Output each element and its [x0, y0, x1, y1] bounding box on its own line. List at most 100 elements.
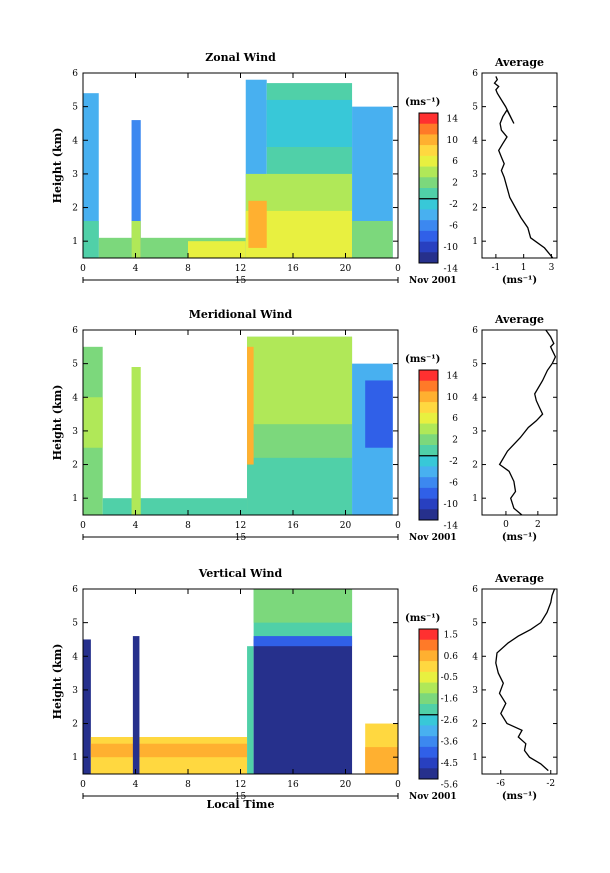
panel-title: Vertical Wind: [198, 567, 283, 580]
colorbar-swatch: [419, 370, 438, 382]
colorbar-swatch: [419, 704, 438, 716]
average-profile: Average 1 2 3 4 5 6 -1 1 3 (ms⁻¹): [472, 56, 558, 286]
x-tick-label: 0: [80, 264, 86, 274]
y-tick-label: 4: [72, 136, 78, 146]
colorbar: 14 10 6 2 -2 -6 -10 -14 (ms⁻¹): [405, 97, 458, 274]
average-profile-line: [493, 76, 554, 259]
heatmap-cell: [83, 397, 103, 448]
average-x-tick-label: 1: [521, 263, 527, 273]
y-tick-label: 1: [72, 753, 78, 763]
heatmap-cell: [83, 93, 99, 258]
colorbar: 1.5 0.6 -0.5 -1.6 -2.6 -3.6 -4.5 -5.6 (ms⁻¹): [405, 613, 458, 790]
average-x-tick-label: 3: [549, 263, 555, 273]
heatmap-cell: [83, 221, 99, 258]
colorbar-swatch: [419, 145, 438, 157]
colorbar-swatch: [419, 188, 438, 200]
colorbar-swatch: [419, 714, 438, 726]
average-y-tick-label: 4: [472, 652, 478, 662]
colorbar-unit: (ms⁻¹): [405, 613, 440, 624]
colorbar-frame: [418, 369, 439, 521]
heatmap-cell: [248, 200, 267, 248]
heatmap-cell: [253, 589, 353, 623]
y-tick-label: 5: [72, 360, 78, 370]
x-tick-label: 8: [185, 521, 191, 531]
colorbar-tick-label: -5.6: [441, 780, 459, 790]
colorbar-swatch: [419, 177, 438, 189]
colorbar-tick-label: -0.5: [441, 673, 459, 683]
colorbar: 14 10 6 2 -2 -6 -10 -14 (ms⁻¹): [405, 354, 458, 531]
colorbar-swatch: [419, 498, 438, 510]
colorbar-swatch: [419, 134, 438, 146]
average-y-tick-label: 4: [472, 393, 478, 403]
colorbar-swatch: [419, 671, 438, 683]
average-y-tick-label: 5: [472, 103, 478, 113]
y-tick-label: 1: [72, 494, 78, 504]
average-y-tick-label: 5: [472, 360, 478, 370]
x-tick-label: 16: [287, 521, 299, 531]
colorbar-swatch: [419, 682, 438, 694]
heatmap-cell: [131, 120, 141, 258]
average-profile: Average 1 2 3 4 5 6 0 2 (ms⁻¹): [472, 313, 558, 543]
colorbar-tick-label: 0.6: [444, 652, 459, 662]
x-tick-label: 0: [395, 521, 401, 531]
x-tick-label: 20: [340, 521, 352, 531]
colorbar-tick-label: -14: [444, 264, 459, 274]
x-tick-label: 0: [395, 264, 401, 274]
heatmap-cell: [247, 646, 254, 774]
y-tick-label: 1: [72, 237, 78, 247]
average-title: Average: [494, 572, 544, 585]
average-profile: Average 1 2 3 4 5 6 -6 -2 (ms⁻¹): [472, 572, 558, 802]
x-tick-label: 12: [235, 780, 246, 790]
colorbar-tick-label: -6: [449, 479, 458, 489]
average-frame: [481, 72, 558, 259]
heatmap-cell: [253, 639, 353, 774]
average-y-tick-label: 6: [472, 585, 478, 595]
average-y-tick-label: 2: [472, 204, 478, 214]
y-tick-label: 5: [72, 103, 78, 113]
colorbar-swatch: [419, 629, 438, 641]
x-tick-label: 4: [133, 521, 139, 531]
x-tick-label: 16: [287, 264, 299, 274]
colorbar-tick-label: -2: [449, 200, 458, 210]
day-label: 15: [235, 276, 247, 286]
x-tick-label: 12: [235, 521, 246, 531]
heatmap-cell: [352, 221, 393, 258]
average-y-tick-label: 3: [472, 170, 478, 180]
colorbar-swatch: [419, 113, 438, 125]
average-profile-line: [495, 588, 556, 772]
colorbar-swatch: [419, 412, 438, 424]
colorbar-swatch: [419, 650, 438, 662]
colorbar-tick-label: -1.6: [441, 695, 459, 705]
colorbar-tick-label: -2: [449, 457, 458, 467]
heatmap-area: [83, 336, 393, 515]
panel-title: Zonal Wind: [205, 51, 276, 64]
colorbar-swatch: [419, 455, 438, 467]
average-frame: [481, 588, 558, 775]
average-y-tick-label: 1: [472, 753, 478, 763]
colorbar-swatch: [419, 166, 438, 178]
colorbar-swatch: [419, 445, 438, 457]
x-tick-label: 0: [395, 780, 401, 790]
colorbar-tick-label: 2: [452, 436, 458, 446]
average-y-tick-label: 3: [472, 686, 478, 696]
colorbar-swatch: [419, 725, 438, 737]
heatmap-cell: [253, 636, 353, 647]
colorbar-unit: (ms⁻¹): [405, 97, 440, 108]
average-x-axis-label: (ms⁻¹): [502, 275, 537, 286]
heatmap-cell: [247, 346, 254, 465]
colorbar-swatch: [419, 380, 438, 392]
colorbar-tick-label: 6: [452, 414, 458, 424]
heatmap-cell: [266, 99, 353, 147]
average-y-tick-label: 1: [472, 494, 478, 504]
average-y-tick-label: 6: [472, 326, 478, 336]
colorbar-tick-label: -3.6: [441, 738, 459, 748]
colorbar-swatch: [419, 402, 438, 414]
average-profile-line: [498, 329, 557, 516]
average-frame: [481, 329, 558, 516]
colorbar-swatch: [419, 509, 438, 521]
average-x-axis-label: (ms⁻¹): [502, 791, 537, 802]
y-tick-label: 4: [72, 393, 78, 403]
colorbar-swatch: [419, 434, 438, 446]
